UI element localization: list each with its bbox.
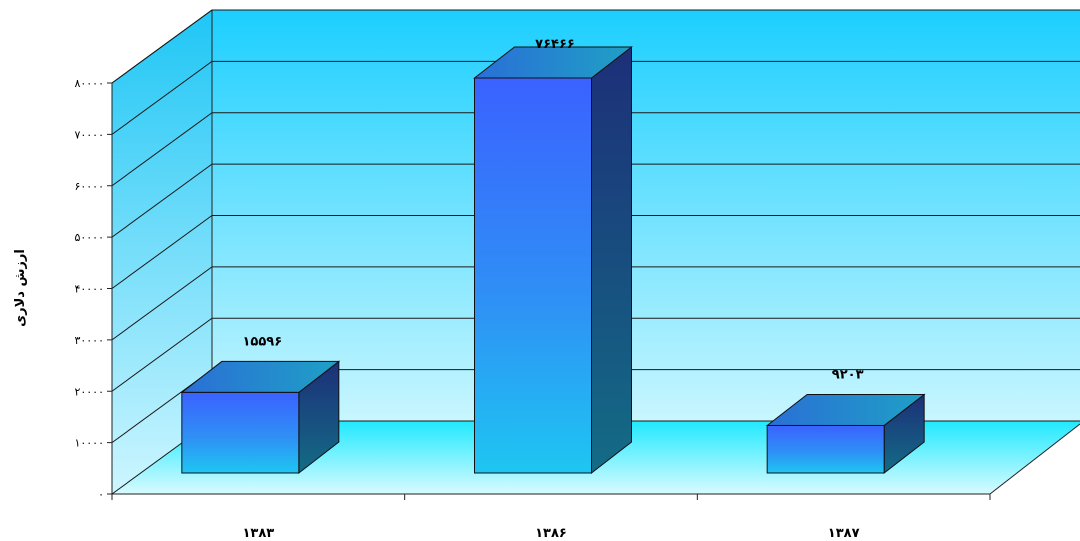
category-label: ۱۳۸۳ xyxy=(242,526,274,541)
bar-front-face xyxy=(766,424,885,474)
y-tick-label: ۳۰۰۰۰ xyxy=(74,334,104,347)
y-tick-label: ۰ xyxy=(98,488,104,501)
gridline xyxy=(111,266,1080,341)
data-label: ۷۶۴۶۶ xyxy=(535,37,575,52)
category-label: ۱۳۸۶ xyxy=(535,526,567,541)
y-tick-label: ۱۰۰۰۰ xyxy=(74,437,104,450)
category-label: ۱۳۸۷ xyxy=(828,526,860,541)
bar-front-face xyxy=(474,77,592,474)
bars xyxy=(180,45,926,475)
bar-2 xyxy=(473,45,633,475)
y-tick-label: ۸۰۰۰۰ xyxy=(74,77,104,90)
y-tick-label: ۲۰۰۰۰ xyxy=(74,385,104,398)
labels: ۰ ۱۰۰۰۰ ۲۰۰۰۰ ۳۰۰۰۰ ۴۰۰۰۰ ۵۰۰۰۰ ۶۰۰۰۰ ۷۰۰۰۰ ۸۰۰۰… xyxy=(13,37,864,541)
gridline xyxy=(111,215,1080,289)
data-label: ۹۲۰۳ xyxy=(832,367,864,382)
gridline xyxy=(111,163,1080,238)
y-tick-label: ۴۰۰۰۰ xyxy=(74,283,104,296)
bar-1 xyxy=(180,360,341,475)
bar-3 xyxy=(765,393,926,475)
bar-front-face xyxy=(181,391,300,474)
y-tick-label: ۷۰۰۰۰ xyxy=(74,128,104,141)
y-axis-title: ارزش دلاری xyxy=(13,249,28,327)
gridline xyxy=(111,60,1080,135)
floor-right-edge xyxy=(989,423,1080,495)
y-tick-label: ۵۰۰۰۰ xyxy=(74,231,104,244)
y-tick-label: ۶۰۰۰۰ xyxy=(74,180,104,193)
data-label: ۱۵۵۹۶ xyxy=(242,334,282,349)
axes xyxy=(107,82,991,500)
gridline xyxy=(111,9,1080,84)
gridline xyxy=(111,317,1080,392)
bar-side-face xyxy=(591,45,632,475)
gridline xyxy=(111,112,1080,187)
